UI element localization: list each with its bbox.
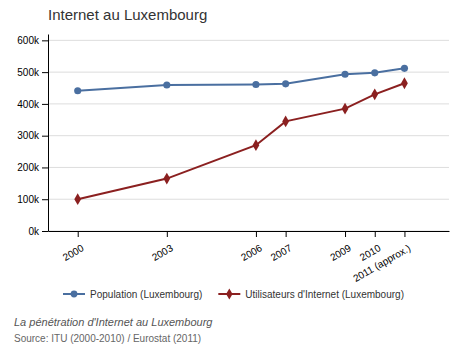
x-tick-label: 2000 [61, 242, 86, 263]
y-tick-mark [42, 167, 48, 168]
y-tick-label: 0k [28, 226, 40, 237]
x-tick: 2000 [61, 231, 86, 263]
series [74, 65, 408, 95]
x-tick-label: 2006 [239, 242, 264, 263]
x-tick-mark [78, 231, 79, 237]
series-point [371, 88, 378, 100]
series-point [401, 65, 408, 72]
y-tick-mark [42, 40, 48, 41]
title: Internet au Luxembourg [48, 6, 207, 23]
grid-line [48, 231, 449, 232]
legend-item: Population (Luxembourg) [63, 289, 202, 300]
x-tick-label: 2009 [328, 242, 353, 263]
y-tick: 500k [17, 67, 48, 78]
series-point [371, 69, 378, 76]
x-tick-mark [345, 231, 346, 237]
x-axis-line [49, 231, 450, 232]
y-tick-mark [42, 136, 48, 137]
y-tick-mark [42, 199, 48, 200]
y-tick: 400k [17, 99, 48, 110]
x-tick-label: 2003 [150, 242, 175, 263]
grid-line [48, 135, 449, 136]
series [74, 77, 408, 205]
grid-line [48, 199, 449, 200]
grid-line [48, 103, 449, 104]
x-tick: 2007 [269, 231, 294, 263]
y-tick-mark [42, 104, 48, 105]
x-tick-mark [404, 231, 405, 237]
x-tick-mark [167, 231, 168, 237]
y-tick-label: 100k [17, 194, 40, 205]
series-point [282, 80, 289, 87]
y-tick: 600k [17, 35, 48, 46]
marks [74, 65, 408, 205]
series-point [253, 139, 260, 151]
x-tick: 2006 [239, 231, 264, 263]
series-point [341, 71, 348, 78]
grid-line [48, 167, 449, 168]
chart: 2000200320062007200920102011 (approx.)0k… [0, 0, 467, 356]
y-tick-label: 500k [17, 67, 40, 78]
series-point [252, 81, 259, 88]
y-axis: 0k 100k 200k 300k 400k 500k 600k [17, 35, 48, 237]
x-tick: 2011 (approx.) [351, 231, 412, 284]
grid-line [48, 40, 449, 41]
y-tick: 0k [28, 226, 48, 237]
x-tick-label: 2011 (approx.) [351, 242, 412, 284]
y-tick-mark [42, 72, 48, 73]
series-point [282, 115, 289, 127]
y-tick-label: 600k [17, 35, 40, 46]
subtitle: La pénétration d'Internet au Luxembourg [14, 316, 213, 328]
series-point [163, 173, 170, 185]
series-point [163, 81, 170, 88]
y-tick-label: 300k [17, 130, 40, 141]
legend: Population (Luxembourg) Utilisateurs d'In… [63, 288, 404, 299]
series-point [342, 103, 349, 115]
series-point [74, 193, 81, 205]
x-tick: 2009 [328, 231, 353, 263]
grid [48, 40, 449, 231]
legend-item: Utilisateurs d'Internet (Luxembourg) [218, 288, 404, 299]
x-tick-mark [375, 231, 376, 237]
legend-marker [71, 291, 78, 298]
x-tick-mark [286, 231, 287, 237]
x-tick-mark [256, 231, 257, 237]
grid-line [48, 72, 449, 73]
y-axis-line [48, 35, 49, 232]
y-tick-label: 400k [17, 99, 40, 110]
x-tick: 2003 [150, 231, 175, 263]
series-line [78, 83, 405, 199]
x-axis: 2000200320062007200920102011 (approx.) [49, 231, 450, 284]
series-point [74, 87, 81, 94]
y-tick-mark [42, 231, 48, 232]
legend-marker [226, 288, 232, 299]
plot-area: 2000200320062007200920102011 (approx.)0k… [17, 35, 449, 284]
y-tick: 100k [17, 194, 48, 205]
y-tick-label: 200k [17, 162, 40, 173]
series-line [78, 68, 405, 90]
annotation: Source: ITU (2000-2010) / Eurostat (2011… [14, 333, 201, 344]
y-tick: 300k [17, 130, 48, 141]
x-tick-label: 2007 [269, 242, 294, 263]
legend-label: Utilisateurs d'Internet (Luxembourg) [245, 289, 404, 300]
legend-label: Population (Luxembourg) [90, 289, 202, 300]
y-tick: 200k [17, 162, 48, 173]
series-point [401, 77, 408, 89]
